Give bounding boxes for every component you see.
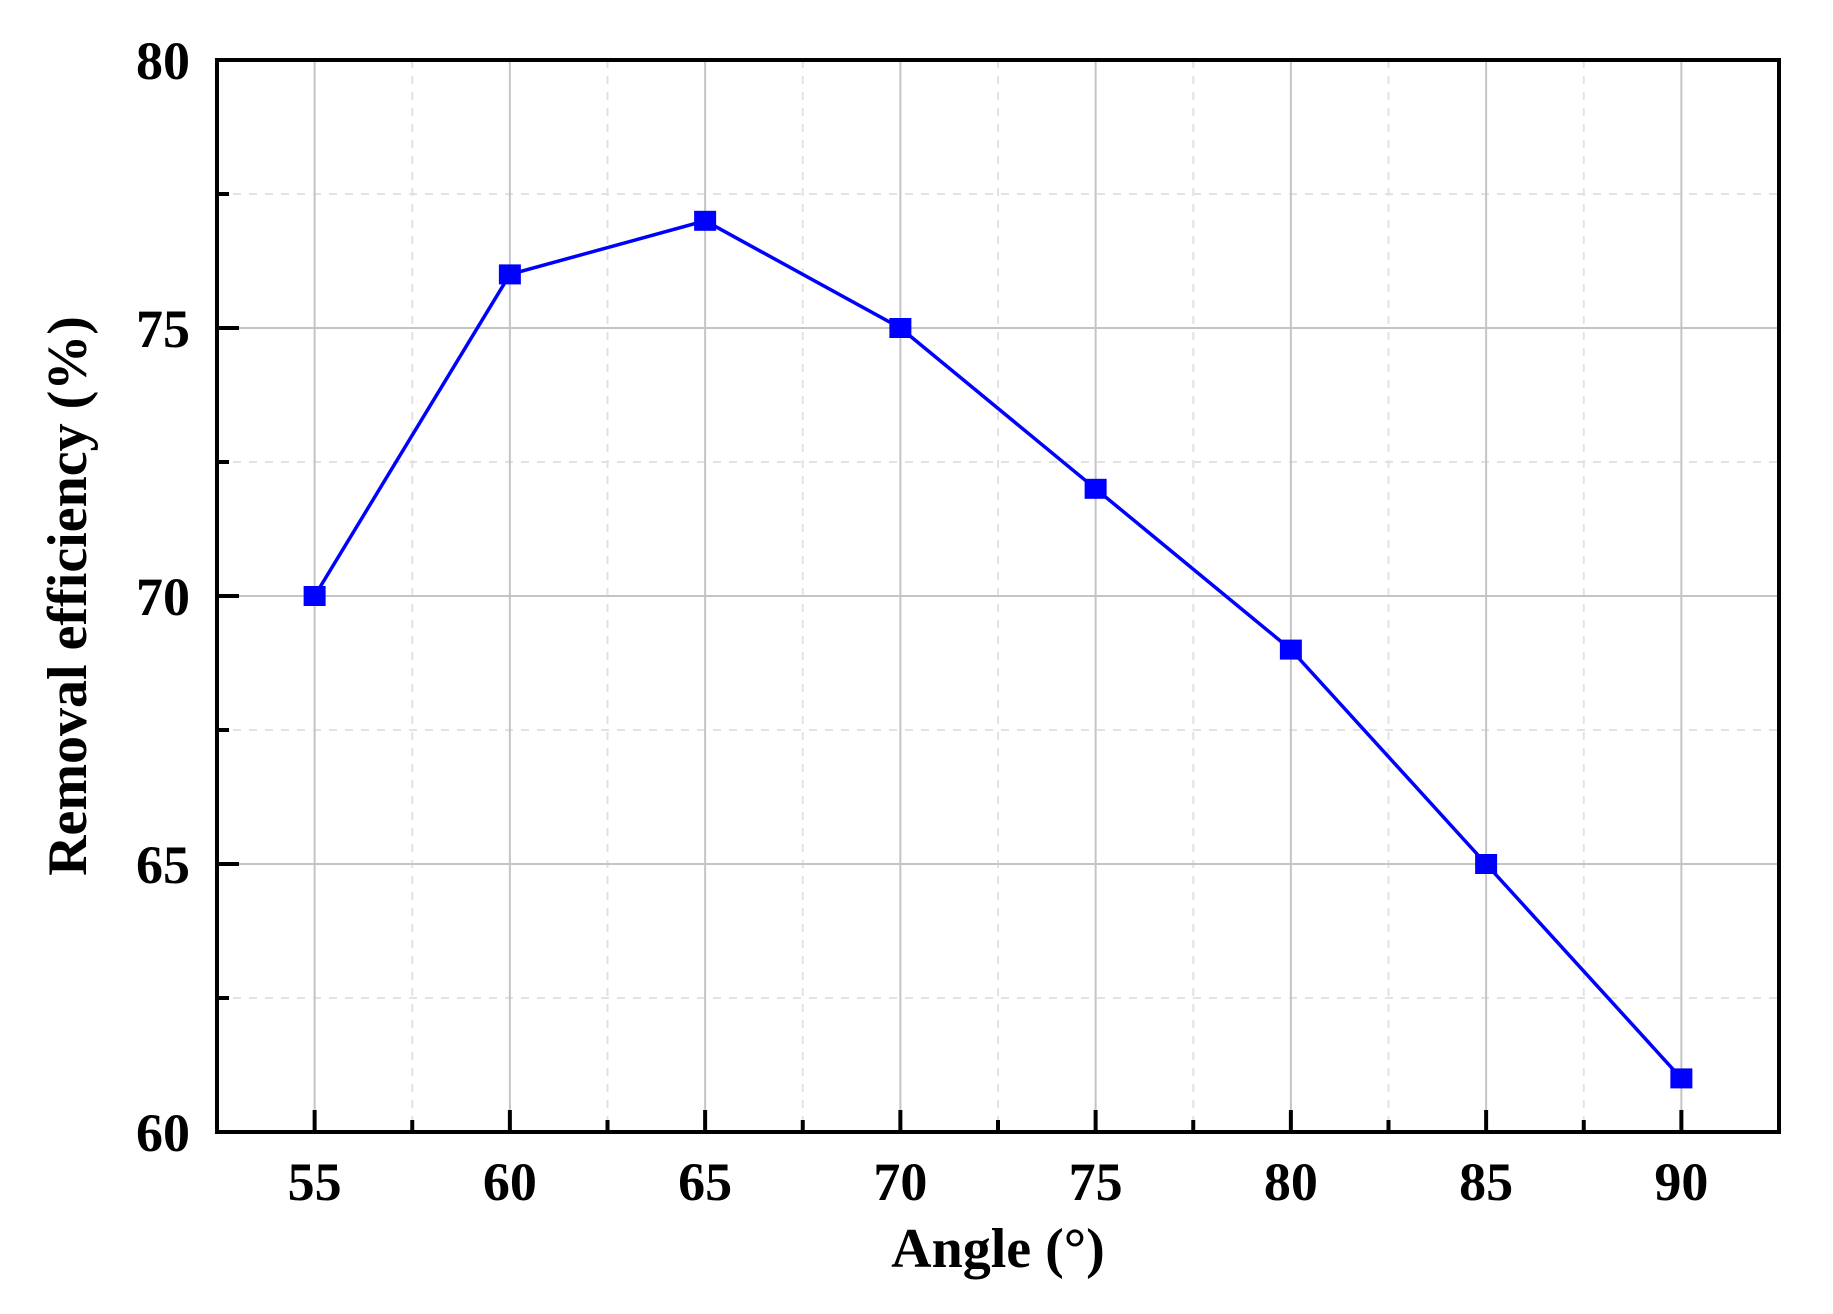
x-tick-label: 70 — [873, 1152, 927, 1212]
x-axis-title: Angle (°) — [891, 1218, 1105, 1280]
axis-ticks — [217, 58, 1781, 1134]
y-tick-label: 65 — [136, 835, 190, 895]
square-marker-icon — [889, 318, 912, 338]
square-marker-icon — [1475, 854, 1498, 874]
y-tick-label: 70 — [136, 567, 190, 627]
x-tick-label: 85 — [1459, 1152, 1513, 1212]
y-axis-title: Removal efficiency (%) — [37, 316, 99, 876]
x-tick-label: 80 — [1264, 1152, 1318, 1212]
y-tick-label: 80 — [136, 31, 190, 91]
x-tick-label: 65 — [678, 1152, 732, 1212]
y-tick-label: 60 — [136, 1103, 190, 1163]
x-tick-labels: 55 60 65 70 75 80 85 90 — [288, 1152, 1709, 1212]
y-tick-labels: 60 65 70 75 80 — [136, 31, 190, 1163]
x-tick-label: 60 — [483, 1152, 537, 1212]
square-marker-icon — [1084, 478, 1107, 499]
x-tick-label: 75 — [1069, 1152, 1123, 1212]
series-line — [313, 218, 1683, 1080]
x-tick-label: 90 — [1654, 1152, 1708, 1212]
square-marker-icon — [1670, 1068, 1693, 1089]
square-marker-icon — [303, 586, 326, 606]
y-tick-label: 75 — [136, 299, 190, 359]
square-marker-icon — [498, 264, 521, 285]
square-marker-icon — [1279, 639, 1302, 660]
data-series — [303, 210, 1693, 1089]
square-marker-icon — [694, 210, 717, 231]
x-tick-label: 55 — [288, 1152, 342, 1212]
